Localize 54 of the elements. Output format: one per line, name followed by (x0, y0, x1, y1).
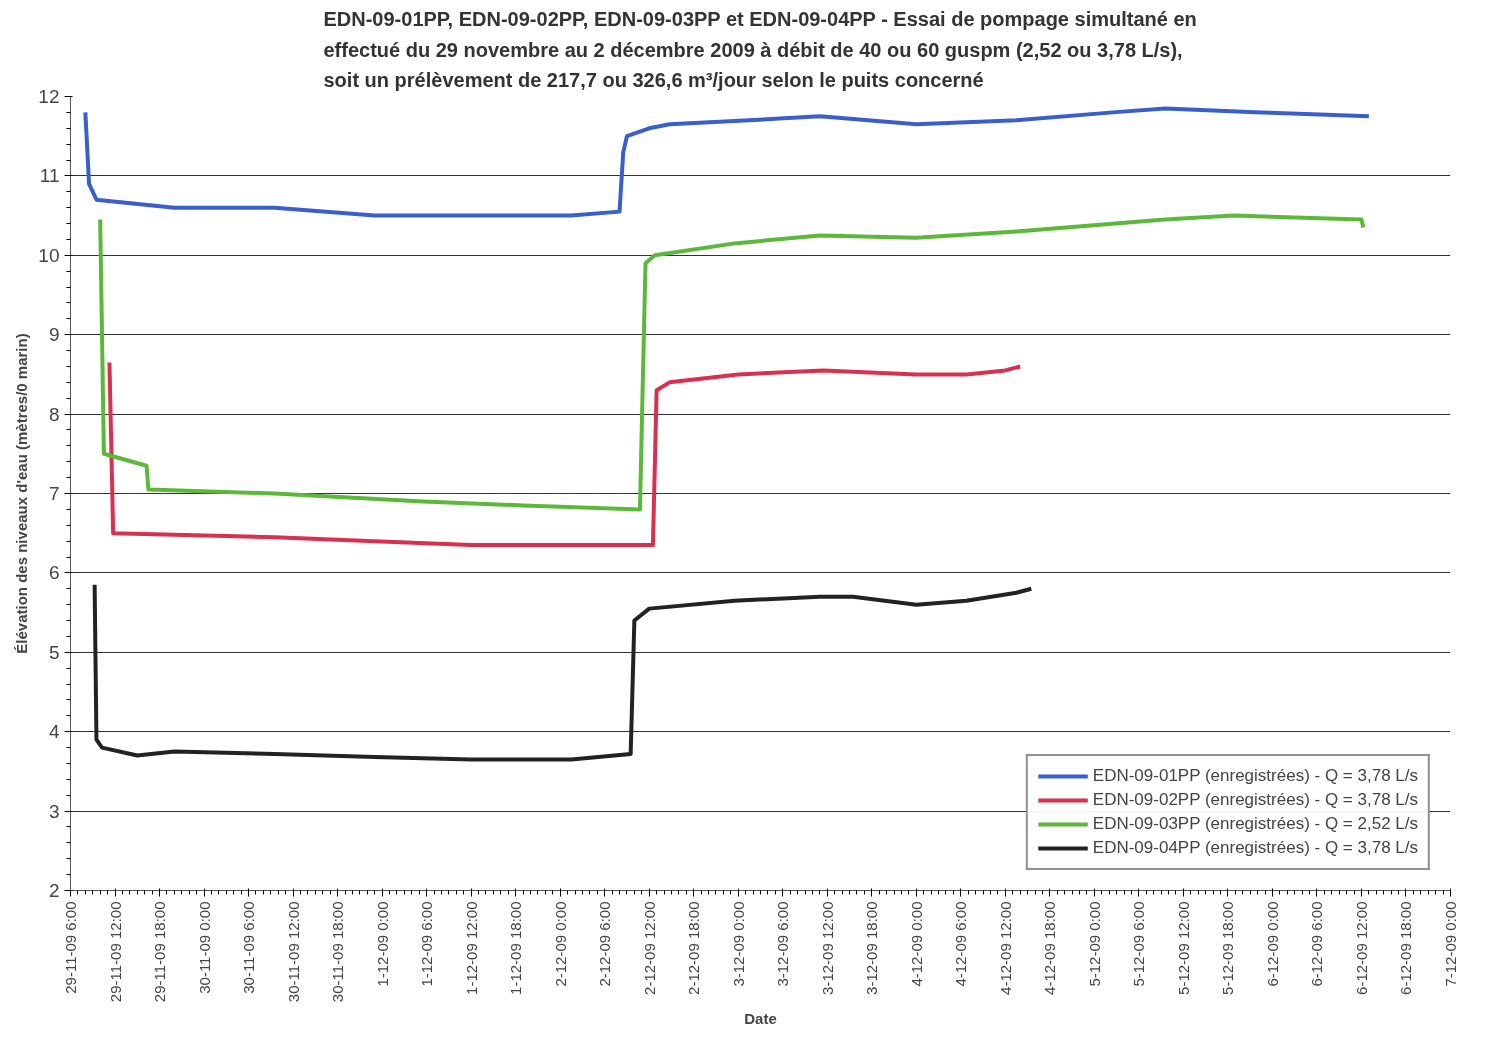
x-tick-label: 3-12-09 6:00 (774, 901, 792, 987)
x-tick-label: 2-12-09 12:00 (640, 901, 658, 995)
y-axis-title: Élévation des niveaux d'eau (mètres/0 marin) (13, 333, 31, 654)
x-tick-label: 1-12-09 0:00 (373, 901, 391, 987)
x-tick-label: 1-12-09 18:00 (507, 901, 525, 995)
y-tick-label: 11 (39, 165, 60, 187)
x-tick-label: 3-12-09 18:00 (863, 901, 881, 995)
x-axis-title: Date (744, 1010, 777, 1028)
y-tick-label: 9 (48, 324, 60, 346)
x-tick-label: 3-12-09 12:00 (818, 901, 836, 995)
x-tick-label: 6-12-09 0:00 (1263, 901, 1281, 987)
y-tick-label: 8 (48, 403, 60, 425)
x-tick-label: 5-12-09 12:00 (1174, 901, 1192, 995)
x-tick-label: 6-12-09 18:00 (1397, 901, 1415, 995)
line-series (98, 213, 1366, 512)
legend-label: EDN-09-04PP (enregistrées) - Q = 3,78 L/s (1092, 838, 1418, 858)
x-tick-label: 5-12-09 0:00 (1085, 901, 1103, 987)
x-tick-label: 30-11-09 12:00 (284, 901, 302, 1003)
x-tick-label: 2-12-09 0:00 (551, 901, 569, 987)
x-tick-label: 30-11-09 6:00 (240, 901, 258, 994)
x-tick-label: 30-11-09 18:00 (329, 901, 347, 1003)
line-series (107, 360, 1023, 548)
x-tick-label: 1-12-09 6:00 (418, 901, 436, 987)
line-series (92, 582, 1034, 762)
x-tick-label: 5-12-09 18:00 (1219, 901, 1237, 995)
x-tick-label: 6-12-09 6:00 (1308, 901, 1326, 987)
line-series (83, 106, 1371, 218)
x-tick-label: 30-11-09 0:00 (195, 901, 213, 994)
y-tick-label: 12 (38, 86, 60, 107)
y-tick-label: 5 (48, 641, 60, 663)
x-tick-label: 4-12-09 0:00 (907, 901, 925, 987)
y-tick-label: 7 (48, 483, 60, 504)
legend-label: EDN-09-03PP (enregistrées) - Q = 2,52 L/s (1092, 814, 1418, 834)
chart-title: EDN-09-01PP, EDN-09-02PP, EDN-09-03PP et EDN-09-04PP - Essai de pompage simultané en effectué du 29 novembre au 2 décembre 2009 à débit de 40 ou 60 guspm (2,52 ou 3,78 L/s), soit un prélèvement de 217,7 ou 326,6 m³/jour selon le puits concerné (323, 7, 1197, 92)
x-tick-label: 4-12-09 18:00 (1041, 901, 1059, 995)
x-tick-label: 7-12-09 0:00 (1442, 901, 1459, 987)
x-tick-label: 4-12-09 6:00 (952, 901, 970, 987)
x-tick-label: 4-12-09 12:00 (996, 901, 1014, 995)
y-tick-label: 2 (48, 880, 60, 901)
y-tick-label: 4 (48, 721, 60, 743)
x-tick-label: 29-11-09 12:00 (106, 901, 124, 1003)
legend-label: EDN-09-01PP (enregistrées) - Q = 3,78 L/s (1092, 766, 1418, 786)
x-tick-label: 2-12-09 18:00 (685, 901, 703, 995)
x-tick-label: 1-12-09 12:00 (462, 901, 480, 995)
x-tick-label: 29-11-09 18:00 (151, 901, 169, 1003)
x-tick-label: 3-12-09 0:00 (729, 901, 747, 987)
x-tick-label: 5-12-09 6:00 (1130, 901, 1148, 987)
x-tick-label: 29-11-09 6:00 (62, 901, 79, 994)
x-tick-label: 6-12-09 12:00 (1352, 901, 1370, 995)
y-tick-label: 6 (48, 562, 60, 584)
y-tick-label: 3 (48, 800, 60, 822)
legend-label: EDN-09-02PP (enregistrées) - Q = 3,78 L/s (1092, 790, 1418, 810)
y-tick-label: 10 (38, 244, 60, 266)
x-tick-label: 2-12-09 6:00 (596, 901, 614, 987)
